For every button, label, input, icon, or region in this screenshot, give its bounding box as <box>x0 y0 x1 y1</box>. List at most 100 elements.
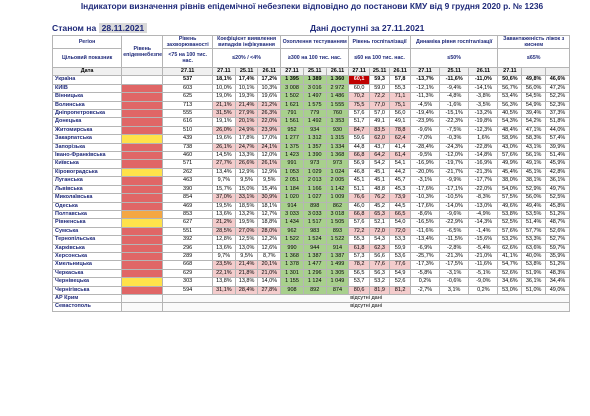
detection-value: 24,9% <box>234 125 259 136</box>
dynamics-value: -0,3% <box>439 134 470 144</box>
dynamics-value: -12,1% <box>409 83 441 94</box>
hosp-value: 55,3 <box>389 83 411 94</box>
hosp-value: 57,3 <box>348 251 370 262</box>
region-name: Вінницька <box>51 92 123 102</box>
level-indicator <box>121 218 164 228</box>
header-date: 26.11 <box>257 66 282 77</box>
incidence-value: 510 <box>162 125 214 136</box>
detection-value: 28,4% <box>234 285 259 295</box>
tests-value: 952 <box>280 125 304 136</box>
hosp-value: 57,6 <box>348 218 370 228</box>
dynamics-value: -12,3% <box>468 125 499 136</box>
detection-value: 19,6% <box>212 134 236 144</box>
beds-value: 38,1% <box>521 176 547 186</box>
beds-value: 54,7% <box>497 260 523 270</box>
dynamics-value: -4,5% <box>409 100 441 111</box>
level-indicator <box>121 268 164 279</box>
hosp-value: 70,2 <box>348 92 370 102</box>
region-name: Львівська <box>51 184 123 195</box>
dynamics-value: -14,8% <box>468 151 499 161</box>
beds-value: 52,5% <box>497 218 523 228</box>
beds-value: 45,9% <box>545 159 570 169</box>
detection-value: 17,0% <box>257 134 282 144</box>
header-tests: Охоплення тестуванням <box>280 35 350 49</box>
dynamics-value: -11,6% <box>409 226 441 237</box>
beds-value: 58,3% <box>521 134 547 144</box>
detection-value: 23,5% <box>212 260 236 270</box>
tests-value: 1 024 <box>325 167 350 178</box>
hosp-value: 84,7 <box>348 125 370 136</box>
beds-value: 49,1% <box>521 159 547 169</box>
beds-value: 39,4% <box>521 109 547 119</box>
region-row: Рівненська 627 21,2% 19,5% 18,8% 1 434 1 517 1 … <box>51 218 570 228</box>
incidence-value: 289 <box>162 251 214 262</box>
header-beds: Завантаженість ліжок з киснем <box>497 35 570 49</box>
level-indicator <box>121 251 164 262</box>
incidence-value: 854 <box>162 193 214 203</box>
region-name: Луганська <box>51 176 123 186</box>
dynamics-value: -17,7% <box>468 176 499 186</box>
incidence-value: 571 <box>162 159 214 169</box>
level-indicator <box>121 142 164 153</box>
dynamics-value: -6,5% <box>439 226 470 237</box>
tests-value: 1 499 <box>325 260 350 270</box>
tests-value: 1 315 <box>325 134 350 144</box>
region-row: Кіровоградська 262 13,4% 12,9% 12,9% 1 053 1 0… <box>51 167 570 178</box>
tests-value: 1 020 <box>280 193 304 203</box>
beds-value: 49,9% <box>497 159 523 169</box>
hosp-value: 73,9 <box>389 193 411 203</box>
hosp-value: 57,8 <box>389 75 411 85</box>
level-indicator <box>121 167 164 178</box>
beds-value: 48,3% <box>545 268 570 279</box>
level-indicator <box>121 293 164 304</box>
hosp-value: 45,3 <box>389 184 411 195</box>
detection-value: 12,5% <box>234 235 259 245</box>
hosp-value: 53,6 <box>389 251 411 262</box>
dynamics-value: -3,1% <box>409 176 441 186</box>
tests-value: 1 387 <box>325 251 350 262</box>
beds-value: 53,4% <box>497 92 523 102</box>
tests-value: 1 334 <box>325 142 350 153</box>
detection-value: 14,5% <box>212 151 236 161</box>
beds-value: 34,6% <box>497 277 523 287</box>
hosp-value: 49,1 <box>368 117 391 127</box>
region-row: Київська 571 27,7% 26,6% 26,1% 991 973 973 56,9 5… <box>51 159 570 169</box>
region-name: Севастополь <box>51 302 123 312</box>
tests-value: 1 124 <box>302 277 327 287</box>
dynamics-value: -11,3% <box>409 92 441 102</box>
dynamics-value: -9,6% <box>439 209 470 220</box>
beds-value: 54,5% <box>521 92 547 102</box>
beds-value: 35,9% <box>545 251 570 262</box>
beds-value: 62,6% <box>497 243 523 253</box>
region-row: Запорізька 738 26,1% 24,7% 24,1% 1 375 1 357 1 … <box>51 142 570 153</box>
region-name: Хмельницька <box>51 260 123 270</box>
level-indicator <box>121 151 164 161</box>
beds-value: 51,0% <box>521 285 547 295</box>
detection-value: 27,9% <box>234 109 259 119</box>
region-name: Кіровоградська <box>51 167 123 178</box>
dynamics-value: -16,5% <box>409 218 441 228</box>
hosp-value: 49,1 <box>389 117 411 127</box>
tests-value: 1 522 <box>325 235 350 245</box>
dynamics-value: -21,3% <box>468 167 499 178</box>
hosp-value: 64,2 <box>368 151 391 161</box>
detection-value: 27,0% <box>234 226 259 237</box>
hosp-value: 56,3 <box>368 268 391 279</box>
detection-value: 21,4% <box>234 100 259 111</box>
hosp-value: 53,3 <box>389 235 411 245</box>
dynamics-value: -14,1% <box>468 83 499 94</box>
hosp-value: 60,1 <box>348 75 370 85</box>
beds-value: 58,9% <box>497 134 523 144</box>
tests-value: 1 486 <box>325 92 350 102</box>
beds-value: 52,5% <box>545 193 570 203</box>
beds-value: 37,3% <box>545 109 570 119</box>
detection-value: 13,8% <box>212 277 236 287</box>
beds-value: 49,7% <box>545 184 570 195</box>
header-date: 25.11 <box>302 66 327 77</box>
region-name: Дніпропетровська <box>51 109 123 119</box>
tests-value: 990 <box>280 243 304 253</box>
beds-value: 57,6% <box>497 151 523 161</box>
dynamics-value: -22,3% <box>439 117 470 127</box>
region-row: Херсонська 289 9,7% 9,5% 8,7% 1 368 1 387 1 387… <box>51 251 570 262</box>
beds-value: 51,4% <box>521 218 547 228</box>
